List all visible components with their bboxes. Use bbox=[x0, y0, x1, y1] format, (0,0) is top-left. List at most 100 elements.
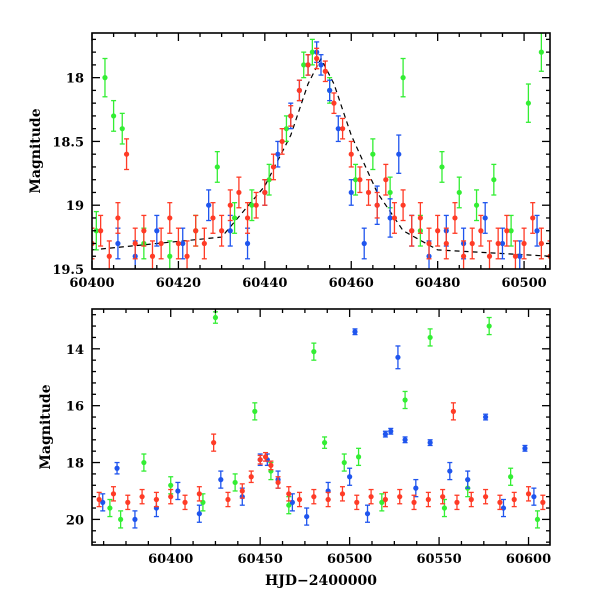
point-marker bbox=[296, 87, 302, 94]
data-point bbox=[311, 488, 317, 505]
data-point bbox=[504, 214, 510, 247]
data-point bbox=[447, 461, 453, 481]
point-marker bbox=[540, 499, 546, 505]
panel-bottom-x-axis-title: HJD−2400000 bbox=[265, 573, 377, 589]
data-point bbox=[374, 191, 380, 219]
point-marker bbox=[482, 414, 489, 420]
data-point bbox=[167, 240, 173, 269]
data-point bbox=[244, 202, 251, 234]
data-point bbox=[402, 390, 408, 410]
point-marker bbox=[335, 126, 341, 132]
point-marker bbox=[111, 113, 117, 119]
point-marker bbox=[327, 87, 333, 94]
data-point bbox=[119, 112, 125, 145]
data-point bbox=[158, 227, 164, 260]
point-marker bbox=[288, 113, 294, 119]
data-point bbox=[227, 189, 233, 222]
point-marker bbox=[210, 215, 216, 221]
point-marker bbox=[214, 164, 220, 170]
point-marker bbox=[511, 496, 517, 503]
point-marker bbox=[427, 334, 433, 341]
data-point bbox=[153, 491, 160, 508]
data-point bbox=[262, 179, 268, 206]
data-point bbox=[500, 498, 507, 518]
point-marker bbox=[286, 491, 292, 497]
data-point bbox=[402, 436, 408, 444]
point-marker bbox=[388, 428, 394, 434]
point-marker bbox=[486, 253, 493, 259]
data-point bbox=[331, 92, 337, 115]
data-point bbox=[491, 163, 497, 196]
data-point bbox=[348, 179, 354, 206]
data-point bbox=[534, 214, 540, 247]
data-point bbox=[365, 179, 372, 206]
data-point bbox=[102, 57, 108, 98]
point-marker bbox=[96, 496, 102, 503]
data-point bbox=[439, 150, 445, 183]
point-marker bbox=[262, 454, 269, 460]
data-point bbox=[201, 227, 207, 260]
point-marker bbox=[522, 445, 528, 451]
point-marker bbox=[180, 240, 186, 247]
data-point bbox=[427, 328, 433, 347]
point-marker bbox=[321, 440, 328, 446]
panel-bottom-y-axis-title: Magnitude bbox=[38, 384, 54, 469]
data-point bbox=[283, 115, 290, 143]
data-point bbox=[275, 476, 281, 489]
panel-top: 60400 60420 60440 60460 60480 60500 18 18.5 19 19… bbox=[28, 32, 551, 291]
data-point bbox=[236, 176, 242, 209]
data-point bbox=[175, 227, 182, 260]
point-marker bbox=[196, 491, 202, 497]
point-marker bbox=[508, 228, 514, 234]
panel-bottom-marks bbox=[96, 311, 546, 529]
data-point bbox=[286, 486, 292, 502]
point-marker bbox=[341, 459, 347, 466]
point-marker bbox=[441, 505, 448, 511]
x-tick-label: 60400 bbox=[69, 276, 114, 291]
data-point bbox=[141, 453, 147, 472]
data-point bbox=[141, 214, 147, 247]
data-point bbox=[167, 202, 173, 234]
point-marker bbox=[236, 189, 242, 196]
point-marker bbox=[352, 329, 358, 335]
data-point bbox=[305, 54, 311, 76]
point-marker bbox=[304, 513, 310, 520]
point-marker bbox=[141, 459, 147, 466]
data-point bbox=[347, 467, 353, 486]
data-point bbox=[499, 227, 506, 260]
data-point bbox=[218, 470, 224, 489]
data-point bbox=[200, 493, 206, 512]
point-marker bbox=[286, 502, 292, 508]
data-point bbox=[322, 60, 328, 83]
x-tick-label: 60420 bbox=[156, 276, 201, 291]
point-marker bbox=[275, 151, 281, 157]
data-point bbox=[268, 460, 274, 471]
point-marker bbox=[132, 516, 138, 523]
data-point bbox=[530, 202, 536, 234]
point-marker bbox=[305, 62, 311, 68]
data-point bbox=[364, 504, 371, 523]
data-point bbox=[456, 176, 462, 209]
point-marker bbox=[504, 228, 510, 234]
data-point bbox=[182, 494, 188, 511]
data-point bbox=[321, 436, 328, 449]
y-tick-label: 18 bbox=[66, 72, 84, 87]
point-marker bbox=[98, 228, 104, 234]
data-point bbox=[397, 488, 403, 505]
data-point bbox=[508, 467, 514, 486]
data-point bbox=[482, 202, 488, 234]
y-tick-label: 18 bbox=[66, 457, 84, 472]
data-point bbox=[370, 138, 376, 171]
point-marker bbox=[232, 479, 238, 486]
data-point bbox=[426, 227, 432, 260]
data-point bbox=[125, 494, 131, 511]
point-marker bbox=[443, 240, 449, 247]
data-point bbox=[180, 227, 186, 260]
point-marker bbox=[244, 215, 251, 221]
point-marker bbox=[531, 494, 537, 500]
data-point bbox=[168, 488, 174, 505]
data-point bbox=[435, 214, 441, 247]
point-marker bbox=[382, 431, 389, 437]
point-marker bbox=[125, 499, 131, 505]
